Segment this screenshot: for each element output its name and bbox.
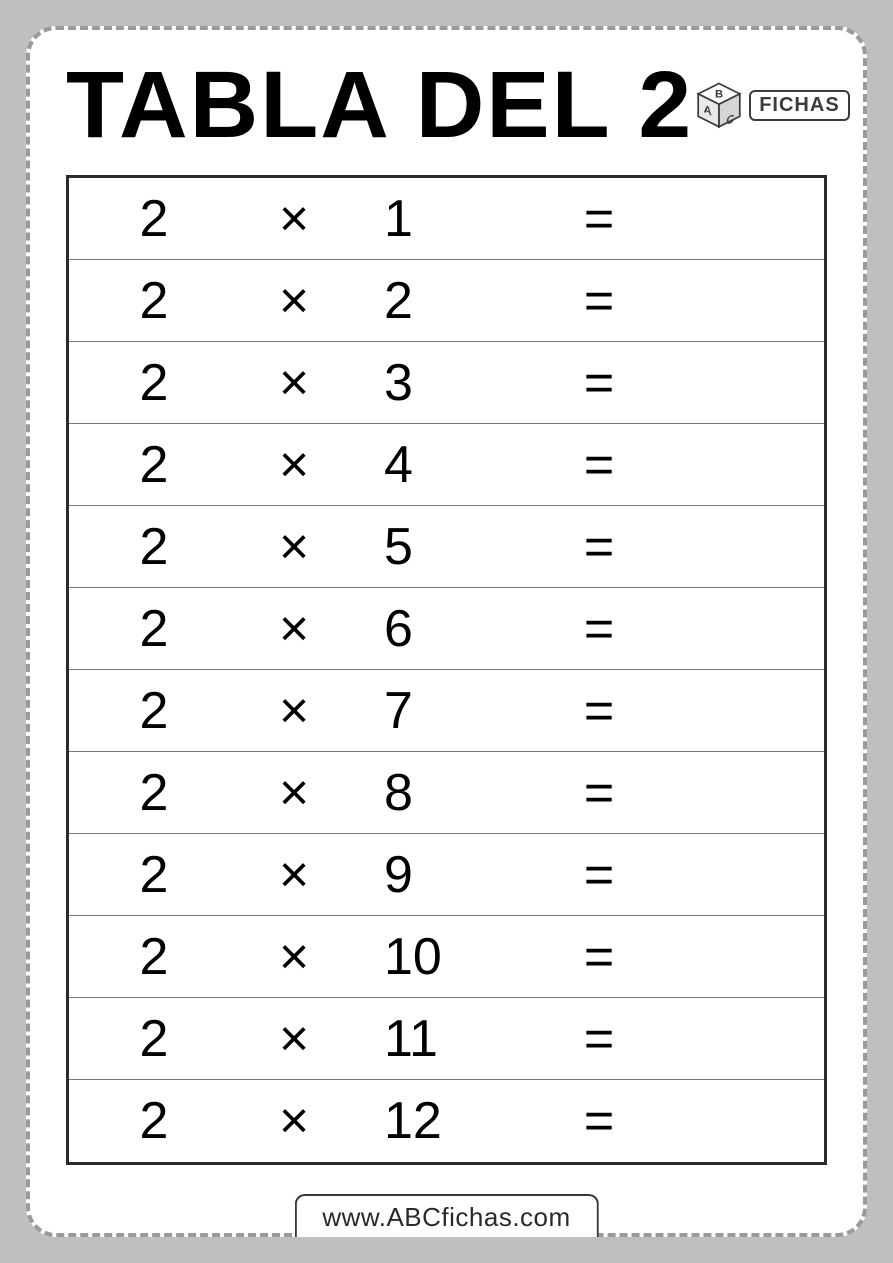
operator-cell: ×: [229, 849, 359, 901]
worksheet-sheet: TABLA DEL 2 B A C FICHAS 2 × 1 = 2 × 2: [26, 26, 867, 1237]
multiplier-cell: 7: [359, 685, 539, 737]
footer-url-tab: www.ABCfichas.com: [294, 1194, 598, 1237]
operator-cell: ×: [229, 1013, 359, 1065]
table-row: 2 × 4 =: [69, 424, 824, 506]
operator-cell: ×: [229, 767, 359, 819]
operator-cell: ×: [229, 357, 359, 409]
equals-cell: =: [539, 357, 659, 409]
multiplier-cell: 11: [359, 1013, 539, 1065]
multiplier-cell: 5: [359, 521, 539, 573]
multiplicand-cell: 2: [69, 931, 229, 983]
multiplicand-cell: 2: [69, 1013, 229, 1065]
multiplier-cell: 12: [359, 1095, 539, 1147]
table-row: 2 × 10 =: [69, 916, 824, 998]
operator-cell: ×: [229, 1095, 359, 1147]
brand-logo-label: FICHAS: [749, 90, 849, 121]
table-row: 2 × 7 =: [69, 670, 824, 752]
page-title: TABLA DEL 2: [66, 58, 693, 153]
multiplicand-cell: 2: [69, 275, 229, 327]
operator-cell: ×: [229, 193, 359, 245]
table-row: 2 × 9 =: [69, 834, 824, 916]
equals-cell: =: [539, 849, 659, 901]
multiplicand-cell: 2: [69, 849, 229, 901]
operator-cell: ×: [229, 685, 359, 737]
table-row: 2 × 6 =: [69, 588, 824, 670]
operator-cell: ×: [229, 521, 359, 573]
operator-cell: ×: [229, 439, 359, 491]
multiplicand-cell: 2: [69, 603, 229, 655]
multiplier-cell: 8: [359, 767, 539, 819]
equals-cell: =: [539, 1095, 659, 1147]
table-row: 2 × 3 =: [69, 342, 824, 424]
brand-logo: B A C FICHAS: [693, 80, 849, 132]
equals-cell: =: [539, 931, 659, 983]
multiplier-cell: 3: [359, 357, 539, 409]
table-row: 2 × 1 =: [69, 178, 824, 260]
multiplicand-cell: 2: [69, 1095, 229, 1147]
equals-cell: =: [539, 603, 659, 655]
operator-cell: ×: [229, 275, 359, 327]
equals-cell: =: [539, 439, 659, 491]
multiplicand-cell: 2: [69, 357, 229, 409]
multiplication-table: 2 × 1 = 2 × 2 = 2 × 3 = 2 × 4 = 2: [66, 175, 827, 1165]
multiplier-cell: 4: [359, 439, 539, 491]
header: TABLA DEL 2 B A C FICHAS: [30, 30, 863, 163]
equals-cell: =: [539, 767, 659, 819]
abc-cube-icon: B A C: [693, 80, 745, 132]
table-row: 2 × 2 =: [69, 260, 824, 342]
svg-text:B: B: [715, 88, 723, 100]
multiplicand-cell: 2: [69, 521, 229, 573]
operator-cell: ×: [229, 603, 359, 655]
multiplier-cell: 10: [359, 931, 539, 983]
multiplier-cell: 6: [359, 603, 539, 655]
multiplicand-cell: 2: [69, 439, 229, 491]
equals-cell: =: [539, 193, 659, 245]
table-row: 2 × 8 =: [69, 752, 824, 834]
operator-cell: ×: [229, 931, 359, 983]
equals-cell: =: [539, 275, 659, 327]
equals-cell: =: [539, 685, 659, 737]
table-row: 2 × 12 =: [69, 1080, 824, 1162]
multiplicand-cell: 2: [69, 685, 229, 737]
table-row: 2 × 5 =: [69, 506, 824, 588]
table-row: 2 × 11 =: [69, 998, 824, 1080]
multiplicand-cell: 2: [69, 767, 229, 819]
multiplier-cell: 9: [359, 849, 539, 901]
equals-cell: =: [539, 1013, 659, 1065]
multiplicand-cell: 2: [69, 193, 229, 245]
multiplier-cell: 2: [359, 275, 539, 327]
equals-cell: =: [539, 521, 659, 573]
multiplier-cell: 1: [359, 193, 539, 245]
